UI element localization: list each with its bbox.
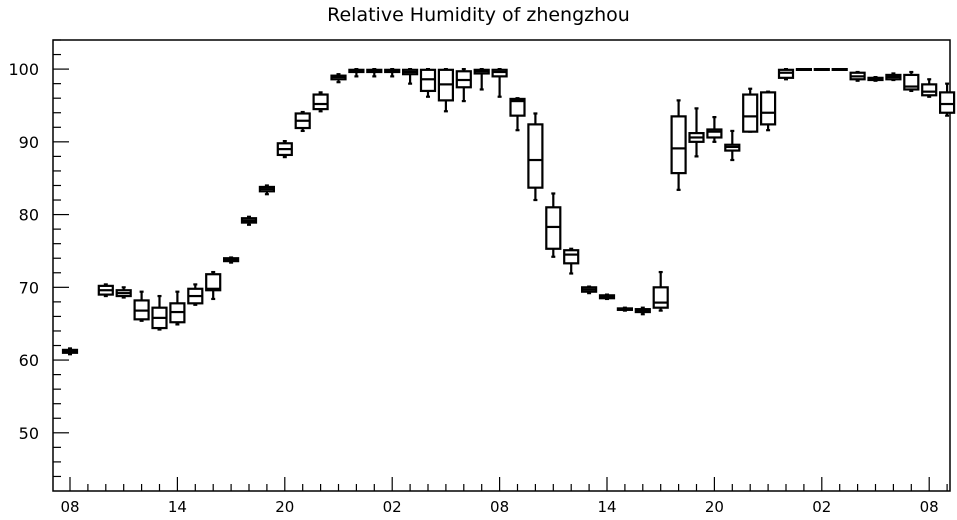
- x-tick-label: 14: [168, 498, 187, 516]
- box-23: [473, 67, 490, 91]
- box-17: [366, 67, 383, 78]
- box-39: [759, 90, 777, 132]
- box-21: [437, 67, 454, 113]
- box-6: [169, 290, 186, 326]
- box-26: [527, 112, 544, 202]
- box-32: [634, 306, 651, 316]
- box-5: [151, 294, 168, 331]
- box-iqr: [205, 273, 222, 292]
- box-35: [688, 107, 705, 158]
- box-iqr: [759, 91, 777, 126]
- box-25: [509, 97, 526, 132]
- box-4: [133, 290, 150, 322]
- box-iqr: [563, 249, 580, 265]
- box-37: [724, 129, 741, 162]
- y-tick-label: 80: [19, 206, 39, 225]
- box-12: [276, 140, 293, 159]
- box-42: [813, 67, 830, 71]
- x-tick-label: 08: [490, 498, 509, 516]
- box-iqr: [527, 123, 544, 189]
- x-tick-label: 14: [597, 498, 616, 516]
- box-iqr: [742, 93, 759, 133]
- box-45: [867, 75, 884, 82]
- box-48: [921, 78, 938, 98]
- box-28: [563, 247, 580, 275]
- box-14: [312, 91, 329, 113]
- box-iqr: [652, 286, 669, 309]
- box-11: [258, 184, 275, 196]
- box-24: [491, 67, 508, 98]
- box-19: [402, 67, 419, 85]
- box-iqr: [706, 128, 723, 139]
- x-tick-label: 02: [383, 498, 402, 516]
- x-tick-label: 20: [705, 498, 724, 516]
- box-31: [616, 306, 634, 312]
- box-46: [885, 72, 902, 82]
- x-tick-label: 08: [60, 498, 79, 516]
- y-tick-label: 60: [19, 351, 39, 370]
- box-44: [849, 70, 866, 82]
- x-tick-label: 08: [920, 498, 939, 516]
- box-43: [831, 67, 848, 71]
- box-20: [419, 67, 437, 98]
- box-22: [455, 67, 472, 103]
- box-9: [223, 256, 240, 264]
- box-2: [97, 283, 114, 298]
- box-36: [706, 116, 723, 143]
- box-iqr: [312, 93, 329, 111]
- box-27: [545, 192, 562, 258]
- box-30: [598, 293, 616, 301]
- box-33: [652, 270, 669, 312]
- box-iqr: [509, 97, 526, 117]
- box-18: [384, 67, 401, 78]
- box-29: [580, 285, 598, 295]
- box-13: [294, 110, 311, 133]
- y-tick-label: 50: [19, 424, 39, 443]
- chart-title: Relative Humidity of zhengzhou: [327, 4, 630, 26]
- box-3: [115, 286, 132, 299]
- box-47: [903, 70, 920, 93]
- x-tick-label: 02: [812, 498, 831, 516]
- box-16: [348, 67, 365, 78]
- box-0: [61, 347, 79, 356]
- y-tick-label: 100: [8, 60, 39, 79]
- box-iqr: [670, 115, 687, 175]
- box-40: [777, 67, 795, 81]
- y-tick-label: 90: [19, 133, 39, 152]
- box-15: [330, 73, 347, 84]
- box-49: [938, 82, 956, 117]
- box-10: [240, 215, 258, 226]
- y-tick-label: 70: [19, 278, 39, 297]
- x-tick-label: 20: [275, 498, 294, 516]
- box-8: [205, 270, 222, 301]
- box-38: [742, 87, 759, 133]
- box-iqr: [938, 91, 956, 114]
- plot-frame: [52, 39, 951, 492]
- box-iqr: [921, 83, 938, 97]
- box-7: [187, 283, 204, 306]
- box-34: [670, 99, 687, 191]
- box-41: [795, 67, 813, 71]
